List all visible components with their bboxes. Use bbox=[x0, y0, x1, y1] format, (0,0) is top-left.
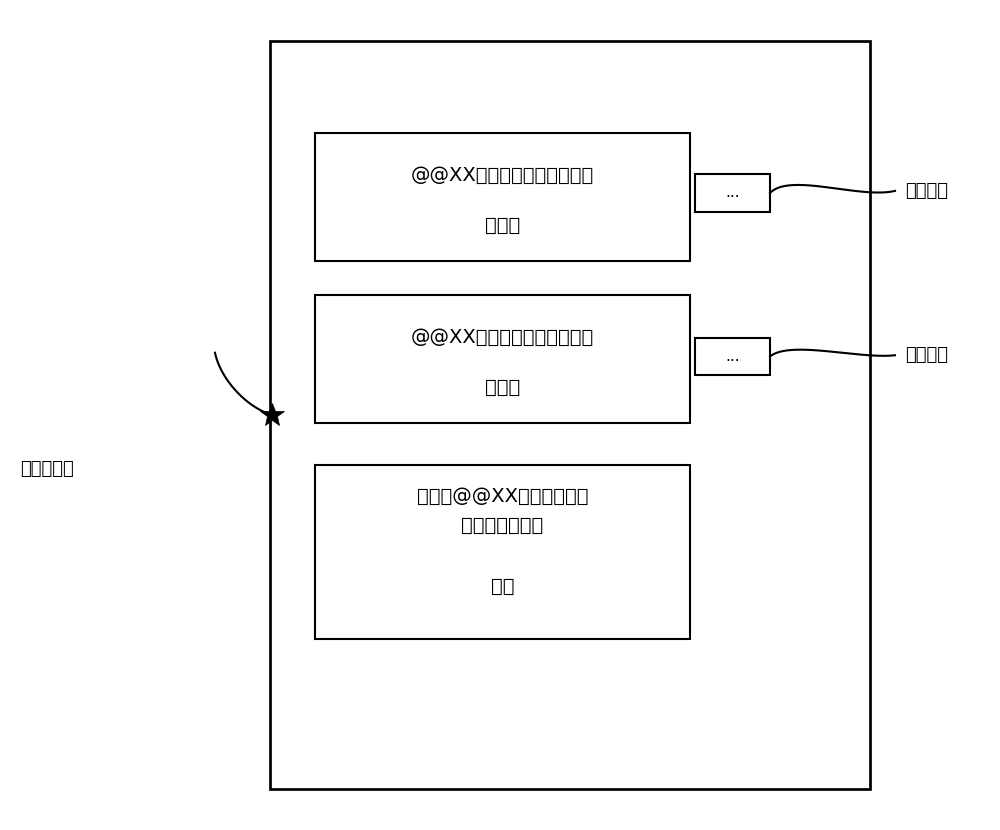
Bar bbox=[695, 174, 770, 212]
Text: @@XX，上午十点培训，收到: @@XX，上午十点培训，收到 bbox=[411, 166, 594, 185]
Bar bbox=[315, 295, 690, 423]
Text: ...: ... bbox=[725, 349, 740, 364]
Bar bbox=[695, 338, 770, 375]
Text: @@XX，下午一点开会，收到: @@XX，下午一点开会，收到 bbox=[411, 328, 594, 347]
Text: 回复控件: 回复控件 bbox=[905, 346, 948, 364]
Text: 回复控件: 回复控件 bbox=[905, 182, 948, 200]
Bar bbox=[315, 133, 690, 261]
Text: 训，收到请回复: 训，收到请回复 bbox=[461, 516, 544, 535]
Text: 请回复: 请回复 bbox=[485, 378, 520, 397]
Bar bbox=[315, 465, 690, 639]
Text: 收到: 收到 bbox=[491, 578, 514, 596]
Text: 回复：@@XX，上午十点培: 回复：@@XX，上午十点培 bbox=[417, 486, 588, 505]
Text: 请回复: 请回复 bbox=[485, 216, 520, 235]
Text: 强执行标识: 强执行标识 bbox=[20, 460, 74, 478]
Text: ...: ... bbox=[725, 185, 740, 201]
Bar bbox=[270, 42, 870, 788]
